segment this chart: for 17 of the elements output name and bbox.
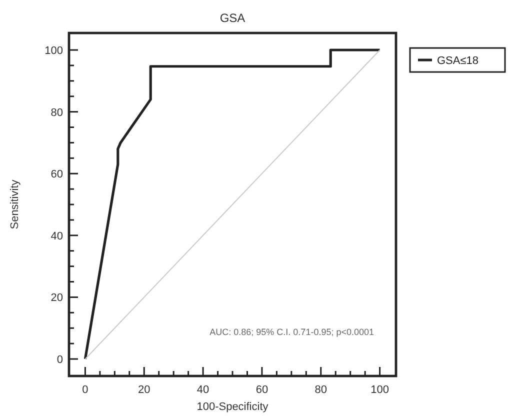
x-axis-title: 100-Specificity <box>196 401 269 413</box>
x-tick-label: 0 <box>82 384 88 396</box>
chart-title: GSA <box>220 11 246 25</box>
y-tick-label: 100 <box>44 44 63 57</box>
y-tick-label: 0 <box>56 354 63 366</box>
legend-label: GSA≤18 <box>437 55 479 67</box>
y-axis-title: Sensitivity <box>9 179 21 230</box>
x-tick-label: 40 <box>196 384 210 396</box>
x-tick-label: 60 <box>256 384 268 396</box>
x-tick-label: 100 <box>370 384 389 396</box>
y-tick-label: 60 <box>50 168 63 181</box>
x-tick-label: 80 <box>314 384 328 396</box>
annotation: AUC: 0.86; 95% C.I. 0.71-0.95; p<0.0001 <box>210 327 374 337</box>
y-tick-label: 20 <box>50 292 63 304</box>
x-tick-label: 20 <box>138 384 150 396</box>
y-tick-label: 80 <box>50 106 63 119</box>
y-tick-label: 40 <box>50 230 63 242</box>
